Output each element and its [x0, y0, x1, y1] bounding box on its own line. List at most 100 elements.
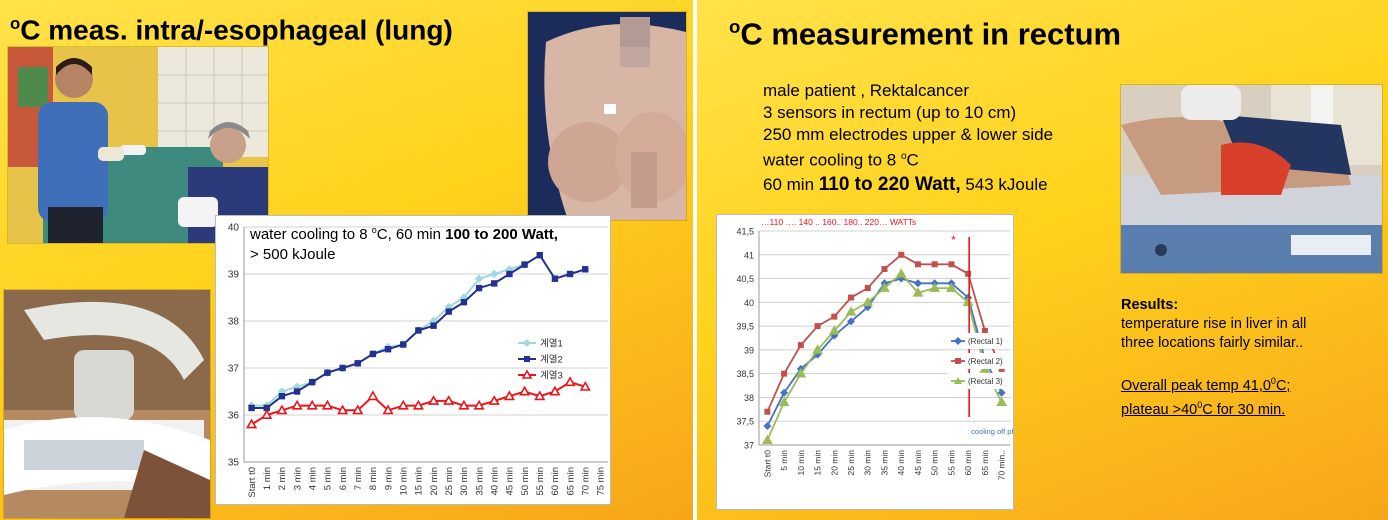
- y-tick-label: 35: [228, 458, 240, 469]
- photo-doctor-patient: [7, 46, 269, 244]
- data-point: [503, 390, 515, 401]
- legend-marker: [521, 369, 533, 379]
- data-point: [291, 399, 303, 410]
- y-tick-label: 41: [744, 250, 754, 260]
- data-point: [475, 284, 483, 292]
- title-superscript: o: [10, 14, 21, 33]
- legend-marker: [954, 377, 962, 384]
- data-point: [879, 282, 890, 292]
- data-point: [997, 388, 1006, 397]
- data-point: [521, 261, 528, 268]
- y-tick-label: 41,5: [736, 227, 754, 237]
- x-tick-label: 70 min: [581, 467, 592, 496]
- plateau-text: plateau >40: [1121, 401, 1198, 418]
- data-point: [929, 282, 941, 292]
- detail-line: male patient , Rektalcancer: [763, 81, 969, 100]
- data-point: [246, 418, 258, 429]
- chart1-svg: 35 36 37 38 39 40 Start t0 1 min 2 min 3 min 4 min…: [228, 223, 608, 498]
- y-tick-label: 40: [228, 223, 240, 234]
- results-box: Results: temperature rise in liver in al…: [1121, 296, 1306, 420]
- data-point: [488, 395, 500, 405]
- x-tick-label: 6 min: [338, 467, 349, 490]
- data-point: [321, 399, 333, 410]
- x-tick-label: 65 min: [980, 450, 990, 476]
- x-tick-label: 20 min: [829, 450, 839, 476]
- right-title-text: C measurement in rectum: [740, 16, 1122, 52]
- y-tick-label: 39: [744, 345, 754, 355]
- data-point: [912, 287, 924, 297]
- y-tick-label: 36: [228, 411, 240, 422]
- legend-marker: [954, 337, 962, 345]
- data-point: [847, 317, 856, 326]
- cooling-unit: C: [906, 150, 919, 170]
- data-point: [445, 308, 452, 315]
- data-point: [412, 399, 424, 410]
- photo-applicator: [3, 289, 211, 519]
- chart-annotation: water cooling to 8 oC, 60 min 100 to 200…: [250, 220, 558, 265]
- data-point: [354, 360, 361, 367]
- data-point: [864, 285, 871, 292]
- slide-divider: [693, 0, 697, 520]
- data-point: [895, 268, 907, 278]
- data-point: [534, 390, 546, 401]
- patient-details: male patient , Rektalcancer 3 sensors in…: [763, 80, 1053, 196]
- cooling-marker-label: cooling off phase: [971, 427, 1013, 436]
- x-tick-label: Start t0: [762, 450, 772, 478]
- results-heading: Results:: [1121, 297, 1179, 313]
- data-point: [458, 399, 470, 410]
- data-point: [430, 322, 437, 329]
- legend-marker: [524, 356, 530, 362]
- left-slide-title: oC meas. intra/-esophageal (lung): [10, 14, 453, 46]
- data-point: [881, 266, 888, 273]
- annotation-wattage: 100 to 200 Watt,: [445, 226, 558, 243]
- y-tick-label: 38,5: [736, 369, 754, 379]
- right-slide-title: oC measurement in rectum: [729, 16, 1121, 52]
- photo-chest: [527, 11, 687, 221]
- x-tick-label: 35 min: [879, 450, 889, 476]
- data-point: [276, 404, 288, 415]
- x-tick-label: 15 min: [414, 467, 425, 496]
- x-tick-label: 30 min: [863, 450, 873, 476]
- x-tick-label: 55 min: [946, 450, 956, 476]
- legend-marker: [955, 358, 961, 364]
- x-tick-label: 30 min: [459, 467, 470, 496]
- power-energy: 543 kJoule: [960, 174, 1048, 194]
- data-point: [965, 270, 972, 277]
- data-point: [981, 327, 988, 334]
- rectal-temperature-chart: 37 37,5 38 38,5 39 39,5 40 40,5 41 41,5 Start t0 5 …: [716, 214, 1014, 510]
- detail-line: 3 sensors in rectum (up to 10 cm): [763, 103, 1017, 122]
- data-point: [761, 434, 773, 445]
- data-point: [352, 404, 364, 415]
- data-point: [324, 369, 331, 376]
- right-slide: oC measurement in rectum male patient , …: [697, 0, 1388, 520]
- data-point: [337, 404, 349, 415]
- data-point: [491, 280, 498, 287]
- data-point: [828, 325, 840, 335]
- results-peak: Overall peak temp 41,00C;: [1121, 372, 1306, 396]
- x-tick-label: 50 min: [930, 450, 940, 476]
- results-line: temperature rise in liver in all: [1121, 316, 1307, 332]
- x-tick-label: 55 min: [535, 467, 546, 496]
- annotation-text-mid: C, 60 min: [376, 226, 446, 243]
- x-tick-label: 2 min: [277, 467, 288, 490]
- left-slide: oC meas. intra/-esophageal (lung): [0, 0, 693, 520]
- data-point: [444, 302, 453, 312]
- data-point: [996, 396, 1008, 406]
- data-point: [339, 364, 346, 372]
- data-point: [812, 344, 823, 354]
- data-point: [278, 393, 286, 400]
- power-text: 60 min: [763, 174, 819, 194]
- legend-label: (Rectal 2): [968, 357, 1003, 366]
- x-tick-label: 7 min: [353, 467, 364, 490]
- data-point: [397, 399, 409, 410]
- data-point: [293, 388, 301, 395]
- y-tick-label: 37: [228, 364, 240, 375]
- data-point: [460, 299, 468, 306]
- data-point: [474, 274, 484, 283]
- legend-label: 계열1: [540, 338, 563, 350]
- peak-unit: C;: [1275, 377, 1291, 394]
- x-tick-label: 9 min: [383, 467, 394, 490]
- x-tick-label: 45 min: [505, 467, 516, 496]
- title-superscript: o: [729, 16, 741, 37]
- plateau-unit: C for 30 min.: [1202, 401, 1286, 418]
